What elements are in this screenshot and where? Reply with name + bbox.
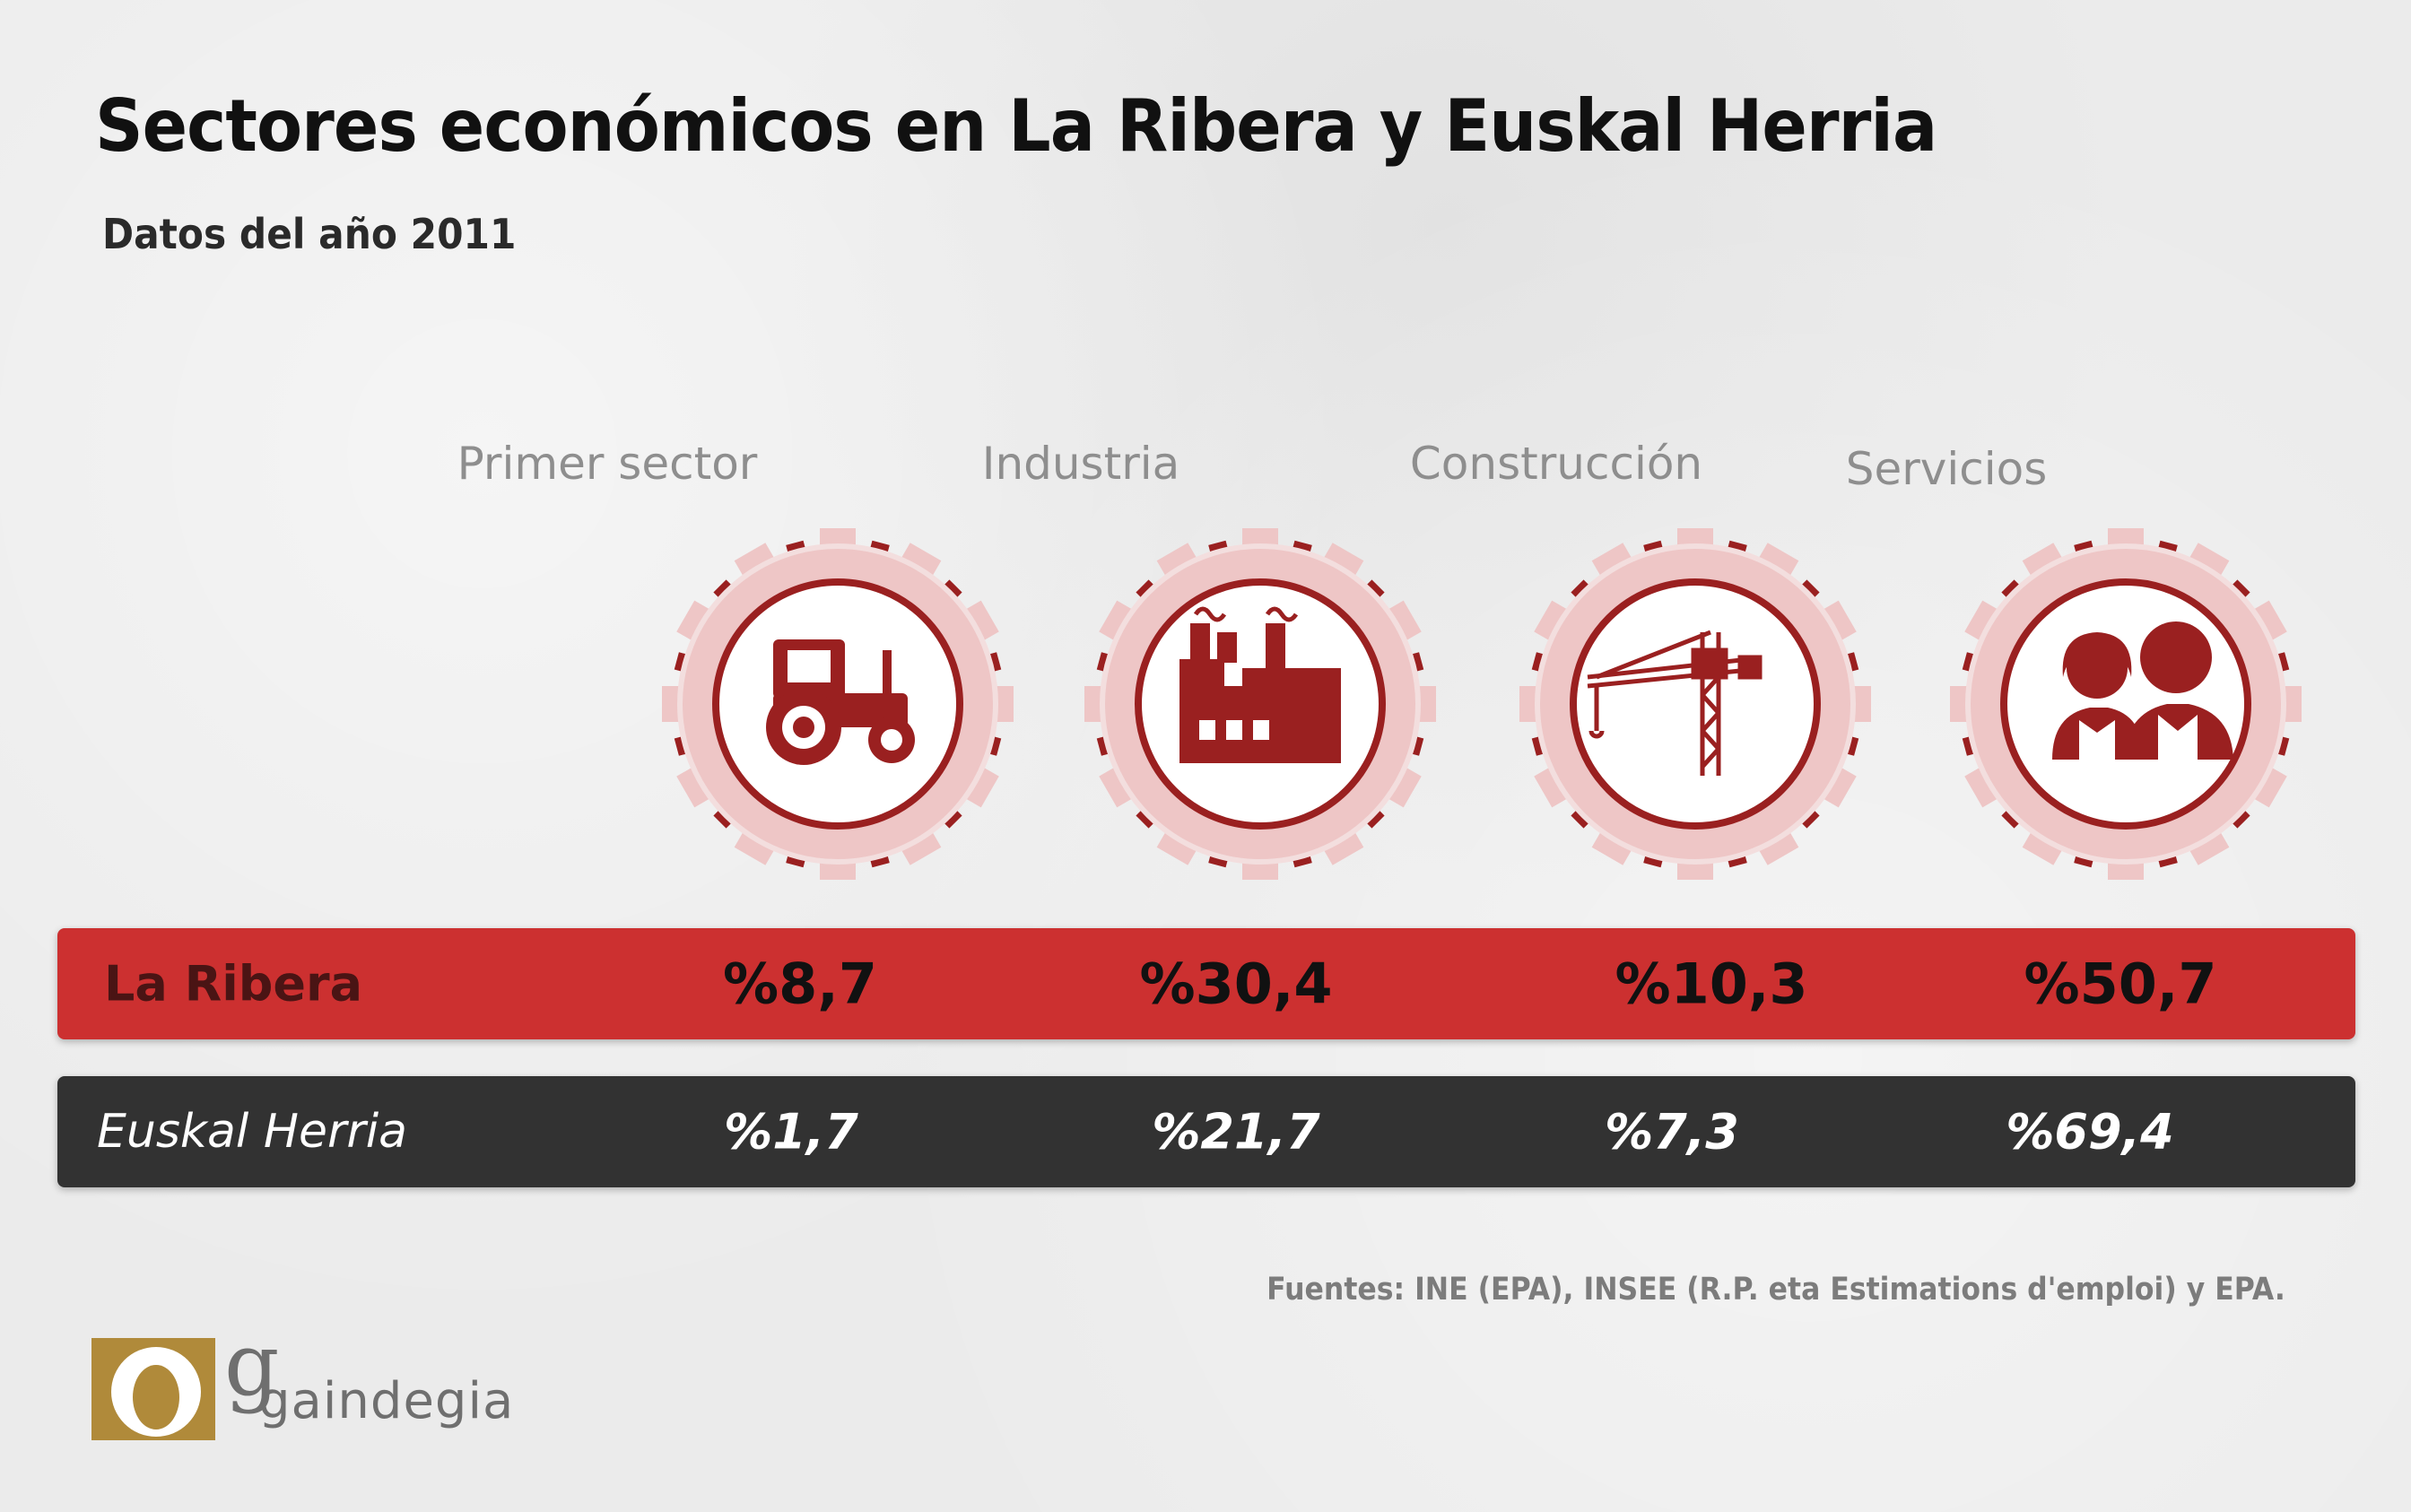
factory-icon (1179, 606, 1341, 763)
euskal-value-primer: %1,7 (724, 1103, 858, 1160)
gaindegia-logo: g gaindegia (91, 1315, 513, 1456)
sector-label-primer: Primer sector (457, 438, 758, 490)
logo-text: gaindegia (258, 1372, 515, 1430)
sector-label-industria: Industria (981, 438, 1180, 490)
sector-label-servicios: Servicios (1845, 443, 2048, 495)
sector-label-construccion: Construcción (1409, 438, 1703, 490)
row-label-ribera: La Ribera (104, 955, 363, 1012)
logo-mark-icon (91, 1338, 215, 1440)
euskal-value-construccion: %7,3 (1605, 1103, 1739, 1160)
page-title: Sectores económicos en La Ribera y Euska… (95, 84, 1937, 168)
gear-construccion (1516, 525, 1875, 883)
ribera-value-industria: %30,4 (1139, 951, 1333, 1017)
row-la-ribera: La Ribera %8,7 %30,4 %10,3 %50,7 (57, 928, 2355, 1039)
gear-servicios (1946, 525, 2305, 883)
sources-note: Fuentes: INE (EPA), INSEE (R.P. eta Esti… (1266, 1272, 2285, 1308)
euskal-value-industria: %21,7 (1152, 1103, 1320, 1160)
row-label-euskal: Euskal Herria (97, 1105, 408, 1159)
people-icon (2052, 621, 2233, 760)
euskal-value-servicios: %69,4 (2006, 1103, 2174, 1160)
page-subtitle: Datos del año 2011 (102, 210, 517, 258)
logo-g-letter: g (224, 1315, 280, 1415)
ribera-value-servicios: %50,7 (2024, 951, 2217, 1017)
row-euskal-herria: Euskal Herria %1,7 %21,7 %7,3 %69,4 (57, 1076, 2355, 1187)
gear-primer-sector (658, 525, 1017, 883)
ribera-value-construccion: %10,3 (1615, 951, 1808, 1017)
ribera-value-primer: %8,7 (723, 951, 877, 1017)
gear-industria (1081, 525, 1440, 883)
tractor-icon (766, 639, 915, 765)
crane-icon (1587, 630, 1763, 776)
